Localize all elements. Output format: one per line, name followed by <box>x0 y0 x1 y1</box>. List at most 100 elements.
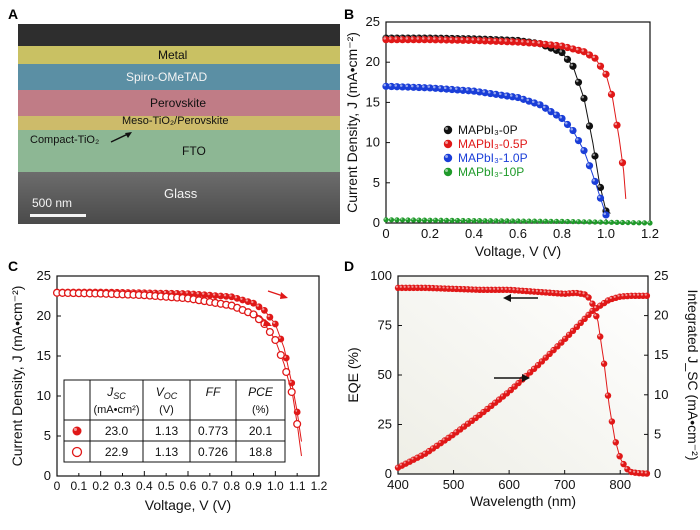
b-data-point-3-hl <box>510 219 513 221</box>
b-data-point-1-hl <box>487 38 491 42</box>
d-data-point-1-hl <box>430 446 433 449</box>
d-data-point-0-hl <box>516 288 519 291</box>
d-data-point-1-hl <box>492 400 496 403</box>
b-data-point-3-hl <box>384 217 386 220</box>
b-data-point-1-hl <box>509 39 513 42</box>
d-data-point-1-hl <box>632 293 636 296</box>
d-data-point-0-hl <box>426 285 430 288</box>
b-data-point-1-hl <box>548 42 551 45</box>
b-data-point-3 <box>608 219 615 225</box>
d-data-point-1-hl <box>473 415 476 418</box>
d-data-point-0-hl <box>597 334 601 337</box>
d-data-point-0-hl <box>586 295 589 298</box>
b-data-point-3-hl <box>642 221 645 223</box>
d-ytick-right-label: 0 <box>654 466 661 481</box>
b-data-point-3 <box>553 218 560 224</box>
d-data-point-0-hl <box>512 288 515 291</box>
b-data-point-3 <box>515 218 521 224</box>
c-table-marker-0-hl <box>73 427 78 431</box>
layer-spiro <box>18 64 340 90</box>
c-data-point-0-hl <box>169 290 172 294</box>
b-data-point-3 <box>504 218 510 224</box>
d-data-point-0-hl <box>500 287 503 290</box>
c-data-point-0-hl <box>212 293 216 296</box>
b-data-point-3-hl <box>389 218 392 220</box>
c-xtick-label: 0.3 <box>114 479 131 493</box>
b-legend-marker-0-hl <box>445 127 448 130</box>
b-legend-marker-2 <box>443 153 453 163</box>
d-ytick-right-label: 20 <box>654 308 668 323</box>
b-data-point-1-hl <box>438 37 441 40</box>
d-xtick-label: 700 <box>554 477 576 492</box>
c-xtick-label: 0.6 <box>180 479 197 493</box>
b-data-point-1-hl <box>619 160 623 163</box>
d-data-point-1-hl <box>644 293 647 296</box>
c-data-point-1 <box>293 419 302 429</box>
b-data-point-3 <box>394 217 400 223</box>
d-data-point-1-hl <box>403 461 406 464</box>
d-data-point-1-hl <box>559 340 562 343</box>
c-data-point-0-hl <box>251 300 254 304</box>
b-data-point-3-hl <box>626 220 629 223</box>
b-data-point-3-hl <box>406 218 408 220</box>
b-data-point-1-hl <box>482 38 485 41</box>
b-legend-label-3: MAPbI₃-10P <box>458 165 524 179</box>
c-ylabel: Current Density, J (mA•cm⁻²) <box>9 286 25 467</box>
b-legend-marker-1 <box>443 139 453 149</box>
c-ytick-label: 25 <box>37 268 51 283</box>
d-data-point-1-hl <box>407 459 410 462</box>
label-compact: Compact-TiO₂ <box>30 134 100 146</box>
b-xtick-label: 0.4 <box>465 226 483 241</box>
c-table-cell: 23.0 <box>105 424 129 438</box>
b-data-point-0 <box>569 62 577 70</box>
d-data-point-1-hl <box>625 293 628 297</box>
b-data-point-2-hl <box>471 88 474 92</box>
c-xtick-label: 0.8 <box>223 479 240 493</box>
c-data-point-0-hl <box>245 299 249 302</box>
b-data-point-3 <box>575 219 582 225</box>
d-data-point-1-hl <box>508 387 511 391</box>
d-data-point-0-hl <box>566 291 570 294</box>
d-ytick-label: 0 <box>385 466 392 481</box>
d-data-point-0-hl <box>582 292 585 295</box>
b-data-point-3 <box>432 217 439 223</box>
b-data-point-3 <box>509 218 516 224</box>
c-data-point-0-hl <box>256 304 259 307</box>
d-data-point-1-hl <box>454 430 457 433</box>
c-data-point-0-hl <box>185 291 188 294</box>
d-data-point-0-hl <box>473 287 476 290</box>
d-data-point-1-hl <box>426 448 430 452</box>
b-data-point-1-hl <box>531 40 535 44</box>
b-data-point-1-hl <box>542 41 546 45</box>
b-data-point-0 <box>558 48 566 57</box>
d-data-point-1-hl <box>629 293 632 296</box>
b-data-point-3-hl <box>411 218 414 221</box>
d-data-point-1-hl <box>446 435 449 438</box>
b-data-point-3-hl <box>648 221 651 223</box>
b-data-point-3 <box>410 217 417 223</box>
d-data-point-0 <box>604 392 612 399</box>
b-data-point-3-hl <box>422 218 425 221</box>
c-data-point-0-hl <box>191 291 194 294</box>
b-legend-marker-2-hl <box>445 155 448 158</box>
b-data-point-1-hl <box>410 37 414 40</box>
b-data-point-0-hl <box>575 79 579 83</box>
b-data-point-3-hl <box>565 219 568 222</box>
d-data-point-1-hl <box>574 324 577 327</box>
d-data-point-1-hl <box>582 316 585 319</box>
c-data-point-0-hl <box>229 294 232 297</box>
d-data-point-0-hl <box>496 287 500 290</box>
c-xtick-label: 0.2 <box>92 479 109 493</box>
d-data-point-1-hl <box>527 370 531 373</box>
b-data-point-2 <box>574 136 583 145</box>
c-ytick-label: 0 <box>44 468 51 483</box>
b-data-point-3-hl <box>620 220 623 223</box>
d-data-point-1-hl <box>617 294 620 297</box>
c-arrow-reverse-head <box>263 319 272 326</box>
d-ylabel-right: Integrated J_SC (mA•cm⁻²) <box>685 289 700 460</box>
c-data-point-0-hl <box>196 292 199 295</box>
b-legend-label-1: MAPbI₃-0.5P <box>458 137 528 151</box>
b-data-point-3 <box>421 217 428 223</box>
b-data-point-3-hl <box>477 218 480 221</box>
b-data-point-3 <box>487 218 494 224</box>
